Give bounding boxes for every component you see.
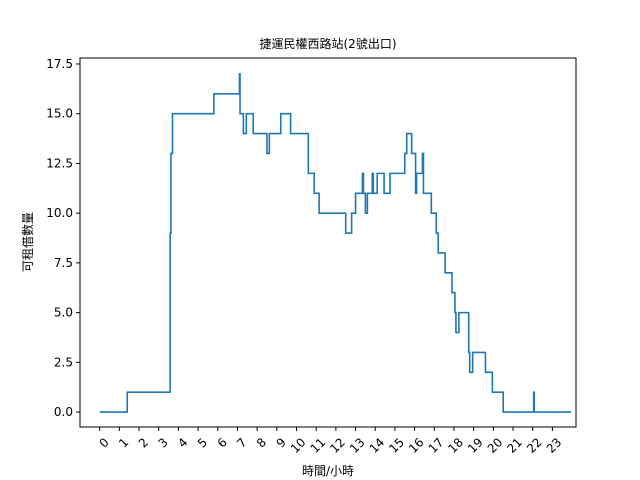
y-tick-label: 12.5 bbox=[46, 156, 73, 170]
x-tick-label: 22 bbox=[524, 435, 545, 456]
y-tick-label: 17.5 bbox=[46, 57, 73, 71]
x-tick-label: 3 bbox=[155, 435, 170, 450]
y-axis-label: 可租借數量 bbox=[21, 212, 35, 272]
series-line-0 bbox=[99, 73, 572, 413]
x-tick-label: 6 bbox=[215, 435, 230, 450]
x-tick-label: 16 bbox=[406, 435, 427, 456]
x-tick-label: 17 bbox=[426, 435, 447, 456]
x-tick-label: 23 bbox=[544, 435, 565, 456]
y-axis: 0.0 2.5 5.0 7.5 10.0 12.5 15.0 17.5 bbox=[46, 57, 80, 419]
y-tick-label: 7.5 bbox=[54, 256, 73, 270]
x-tick-label: 15 bbox=[386, 435, 407, 456]
x-tick-label: 8 bbox=[254, 435, 269, 450]
x-tick-label: 10 bbox=[288, 435, 309, 456]
x-tick-label: 11 bbox=[308, 435, 329, 456]
y-tick-label: 5.0 bbox=[54, 306, 73, 320]
x-tick-label: 5 bbox=[195, 435, 210, 450]
x-axis-label: 時間/小時 bbox=[302, 464, 354, 478]
x-tick-label: 4 bbox=[175, 435, 190, 450]
x-tick-label: 20 bbox=[485, 435, 506, 456]
x-tick-label: 18 bbox=[445, 435, 466, 456]
axes-frame bbox=[79, 57, 577, 428]
x-tick-label: 2 bbox=[136, 435, 151, 450]
y-tick-label: 2.5 bbox=[54, 355, 73, 369]
x-tick-label: 21 bbox=[504, 435, 525, 456]
x-tick-label: 13 bbox=[347, 435, 368, 456]
y-tick-label: 10.0 bbox=[46, 206, 73, 220]
plot-area bbox=[99, 73, 572, 413]
x-tick-label: 14 bbox=[367, 435, 388, 456]
x-tick-label: 7 bbox=[234, 435, 249, 450]
x-tick-label: 9 bbox=[274, 435, 289, 450]
x-tick-label: 1 bbox=[116, 435, 131, 450]
x-tick-label: 0 bbox=[96, 435, 111, 450]
x-tick-label: 19 bbox=[465, 435, 486, 456]
y-tick-label: 0.0 bbox=[54, 405, 73, 419]
chart-title: 捷運民權西路站(2號出口) bbox=[260, 36, 397, 51]
y-tick-label: 15.0 bbox=[46, 107, 73, 121]
x-tick-label: 12 bbox=[327, 435, 348, 456]
